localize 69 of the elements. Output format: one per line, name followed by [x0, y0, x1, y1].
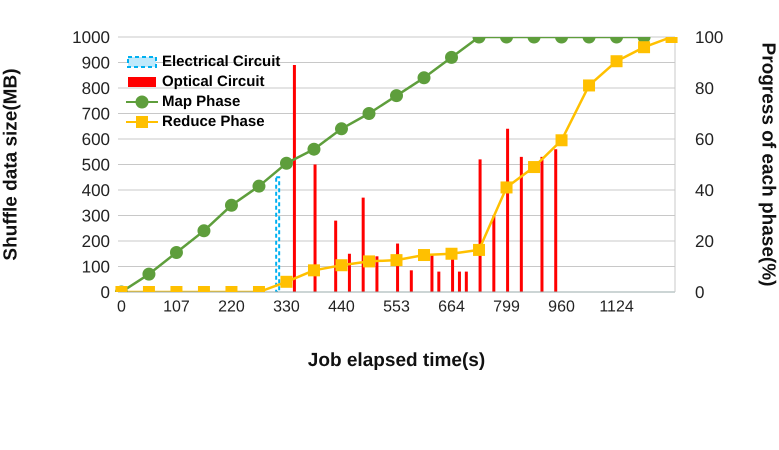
x-tick-label: 664: [438, 298, 465, 316]
point: [335, 259, 348, 272]
bar: [478, 159, 482, 292]
point: [280, 156, 293, 170]
point: [197, 224, 210, 238]
y2-tick-label: 60: [695, 130, 714, 150]
point: [418, 249, 430, 262]
x-axis-title: Job elapsed time(s): [308, 350, 486, 371]
bar: [437, 272, 440, 292]
y2-tick-label: 20: [695, 232, 714, 252]
y-tick-label: 400: [82, 181, 110, 200]
bar: [492, 216, 496, 292]
legend-label: Reduce Phase: [162, 112, 265, 132]
legend-label: Map Phase: [162, 92, 240, 112]
x-tick-label: 107: [163, 298, 190, 316]
x-tick-label: 799: [493, 298, 520, 316]
bar: [554, 149, 558, 292]
point: [390, 254, 402, 266]
point: [224, 198, 238, 212]
y-axis-title: Shuffle data size(MB): [0, 68, 22, 261]
legend-label: Electrical Circuit: [162, 52, 280, 72]
point: [473, 244, 486, 256]
bar: [451, 258, 454, 292]
x-tick-label: 0: [116, 298, 126, 316]
y-tick-label: 700: [82, 104, 110, 124]
legend-label: Optical Circuit: [162, 72, 265, 92]
y2-tick-label: 0: [695, 283, 704, 302]
x-tick-label: 440: [328, 298, 355, 316]
point: [556, 134, 568, 146]
point: [446, 248, 458, 260]
x-tick-label: 330: [273, 298, 300, 316]
bar: [292, 65, 296, 292]
point: [528, 161, 540, 174]
y-tick-label: 900: [82, 54, 110, 73]
y-tick-label: 200: [82, 232, 110, 252]
point: [362, 255, 375, 268]
bar: [410, 270, 413, 292]
bar: [540, 156, 544, 292]
y-tick-label: 800: [82, 79, 110, 98]
y-tick-label: 500: [82, 156, 110, 175]
y2-tick-label: 80: [695, 79, 714, 98]
x-tick-label: 1124: [599, 298, 634, 316]
bar: [362, 198, 365, 292]
y2-tick-label: 100: [695, 28, 724, 48]
x-tick-label: 553: [383, 298, 410, 316]
x-tick-label: 960: [548, 298, 575, 316]
x-tick-label: 220: [218, 298, 245, 316]
bar: [506, 128, 510, 292]
y2-tick-label: 40: [695, 181, 714, 200]
bar: [314, 164, 317, 292]
y2-axis-title: Progress of each phase(%): [757, 42, 778, 286]
point: [308, 264, 320, 276]
point: [500, 181, 513, 194]
point: [334, 122, 348, 136]
bar: [430, 255, 434, 292]
y-tick-label: 0: [100, 283, 110, 302]
point: [252, 180, 266, 193]
bar: [275, 176, 280, 292]
bar: [348, 254, 351, 292]
y-tick-label: 1000: [72, 28, 110, 48]
bar: [520, 156, 523, 292]
y-tick-label: 600: [82, 130, 110, 150]
y-tick-label: 100: [82, 258, 110, 277]
point: [307, 142, 320, 156]
point: [170, 246, 183, 259]
bar: [375, 256, 378, 292]
bar: [464, 272, 468, 292]
y-tick-label: 300: [82, 206, 110, 226]
bar: [458, 272, 461, 292]
